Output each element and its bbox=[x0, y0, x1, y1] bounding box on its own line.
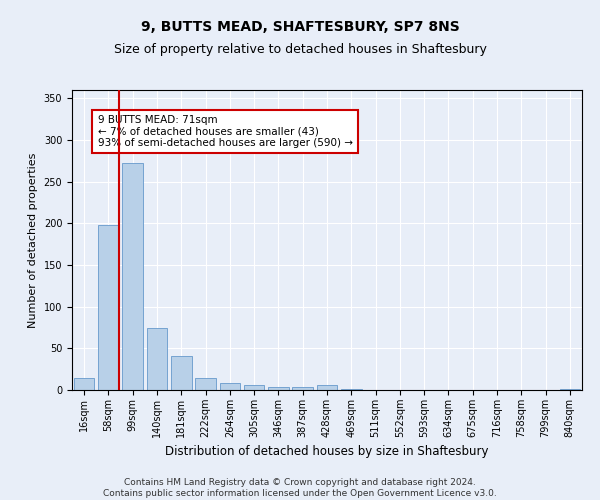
Text: 9, BUTTS MEAD, SHAFTESBURY, SP7 8NS: 9, BUTTS MEAD, SHAFTESBURY, SP7 8NS bbox=[140, 20, 460, 34]
Text: 9 BUTTS MEAD: 71sqm
← 7% of detached houses are smaller (43)
93% of semi-detache: 9 BUTTS MEAD: 71sqm ← 7% of detached hou… bbox=[97, 115, 353, 148]
Bar bbox=[341, 389, 362, 390]
Bar bbox=[317, 385, 337, 390]
Bar bbox=[146, 328, 167, 390]
X-axis label: Distribution of detached houses by size in Shaftesbury: Distribution of detached houses by size … bbox=[165, 446, 489, 458]
Text: Contains HM Land Registry data © Crown copyright and database right 2024.
Contai: Contains HM Land Registry data © Crown c… bbox=[103, 478, 497, 498]
Y-axis label: Number of detached properties: Number of detached properties bbox=[28, 152, 38, 328]
Bar bbox=[122, 164, 143, 390]
Bar bbox=[171, 356, 191, 390]
Bar bbox=[195, 378, 216, 390]
Bar bbox=[220, 382, 240, 390]
Bar bbox=[244, 385, 265, 390]
Bar bbox=[74, 378, 94, 390]
Bar bbox=[98, 225, 119, 390]
Bar bbox=[560, 389, 580, 390]
Bar bbox=[292, 386, 313, 390]
Bar bbox=[268, 386, 289, 390]
Text: Size of property relative to detached houses in Shaftesbury: Size of property relative to detached ho… bbox=[113, 42, 487, 56]
